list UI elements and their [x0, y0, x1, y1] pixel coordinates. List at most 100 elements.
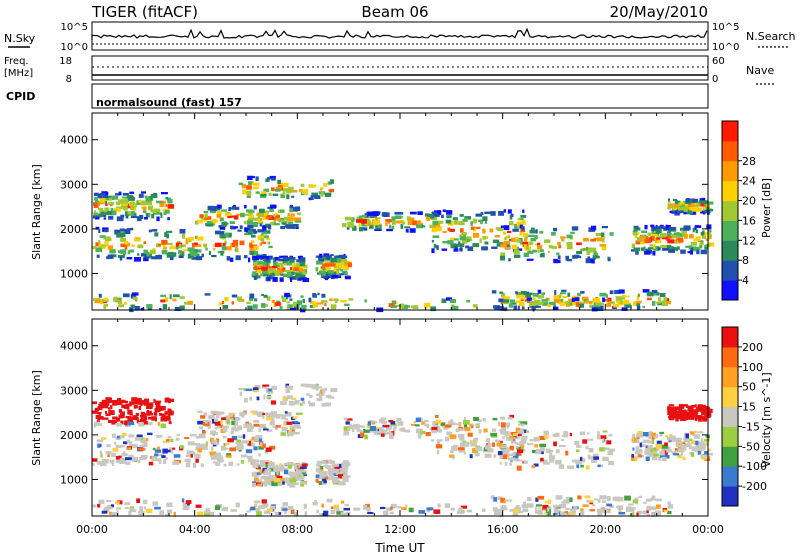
heatmap-cell — [683, 445, 687, 451]
heatmap-cell — [541, 299, 549, 302]
heatmap-cell — [587, 454, 591, 460]
heatmap-cell — [516, 294, 523, 299]
y-tick-label: 3000 — [60, 384, 88, 397]
heatmap-cell — [514, 254, 518, 258]
heatmap-cell — [190, 454, 193, 458]
heatmap-cell — [558, 294, 562, 299]
heatmap-cell — [197, 448, 203, 453]
heatmap-cell — [325, 256, 332, 261]
heatmap-cell — [703, 442, 709, 447]
heatmap-cell — [442, 241, 448, 244]
heatmap-cell — [99, 235, 106, 238]
heatmap-cell — [424, 422, 427, 427]
heatmap-cell — [202, 422, 210, 426]
heatmap-cell — [424, 419, 429, 422]
heatmap-cell — [144, 195, 148, 199]
heatmap-cell — [498, 243, 501, 246]
heatmap-cell — [271, 400, 276, 405]
heatmap-cell — [518, 420, 521, 423]
heatmap-cell — [516, 221, 523, 226]
heatmap-cell — [294, 399, 300, 405]
heatmap-cell — [601, 246, 607, 251]
heatmap-cell — [651, 512, 655, 517]
heatmap-cell — [521, 306, 525, 310]
heatmap-cell — [266, 463, 273, 468]
heatmap-cell — [453, 248, 459, 252]
nsky-label: N.Sky — [4, 32, 36, 45]
heatmap-cell — [144, 217, 148, 220]
heatmap-cell — [358, 425, 365, 428]
heatmap-cell — [530, 227, 535, 230]
heatmap-cell — [306, 189, 309, 194]
heatmap-cell — [707, 235, 711, 239]
heatmap-cell — [272, 277, 278, 282]
heatmap-cell — [308, 402, 315, 407]
heatmap-cell — [93, 197, 98, 201]
heatmap-cell — [593, 298, 600, 303]
heatmap-cell — [159, 510, 164, 515]
heatmap-cell — [255, 176, 259, 182]
heatmap-cell — [458, 221, 465, 226]
heatmap-cell — [684, 206, 688, 210]
heatmap-cell — [130, 417, 134, 422]
heatmap-cell — [151, 416, 157, 421]
heatmap-cell — [260, 443, 266, 448]
heatmap-cell — [431, 439, 435, 442]
colorbar-segment — [722, 220, 738, 241]
heatmap-cell — [522, 501, 527, 506]
heatmap-cell — [247, 220, 253, 225]
heatmap-cell — [636, 295, 640, 300]
heatmap-cell — [473, 226, 476, 232]
heatmap-cell — [242, 434, 246, 439]
heatmap-cell — [96, 254, 100, 258]
x-tick-label: 04:00 — [179, 523, 211, 536]
heatmap-cell — [451, 220, 454, 224]
heatmap-cell — [504, 445, 507, 449]
heatmap-cell — [150, 209, 156, 213]
heatmap-cell — [120, 243, 126, 248]
heatmap-cell — [124, 246, 128, 250]
heatmap-cell — [503, 240, 511, 244]
heatmap-cell — [257, 215, 261, 221]
heatmap-cell — [635, 456, 643, 459]
heatmap-cell — [120, 237, 127, 243]
heatmap-cell — [537, 242, 541, 245]
heatmap-cell — [258, 453, 261, 457]
heatmap-cell — [125, 457, 132, 461]
heatmap-cell — [352, 226, 357, 231]
heatmap-cell — [703, 206, 706, 211]
heatmap-cell — [432, 235, 440, 238]
y-tick-label: 4000 — [60, 340, 88, 353]
heatmap-cell — [541, 292, 546, 295]
heatmap-cell — [289, 480, 293, 485]
count-tick-high-right: 10^5 — [712, 22, 739, 33]
heatmap-cell — [361, 222, 368, 227]
heatmap-cell — [604, 447, 610, 450]
heatmap-cell — [159, 212, 163, 216]
heatmap-cell — [694, 416, 698, 421]
heatmap-cell — [226, 256, 231, 261]
heatmap-cell — [573, 511, 576, 516]
heatmap-cell — [668, 404, 675, 407]
heatmap-cell — [399, 212, 404, 215]
heatmap-cell — [216, 207, 221, 211]
heatmap-cell — [92, 215, 96, 219]
heatmap-cell — [492, 442, 495, 447]
heatmap-cell — [271, 272, 275, 277]
heatmap-cell — [248, 425, 254, 429]
heatmap-cell — [344, 475, 351, 478]
heatmap-cell — [248, 211, 254, 215]
heatmap-cell — [560, 298, 563, 304]
heatmap-cell — [166, 230, 173, 233]
heatmap-cell — [321, 388, 326, 393]
heatmap-cell — [195, 504, 202, 508]
heatmap-cell — [521, 423, 524, 427]
heatmap-cell — [410, 217, 415, 222]
heatmap-cell — [574, 254, 580, 258]
heatmap-cell — [504, 246, 511, 249]
heatmap-cell — [553, 227, 558, 232]
heatmap-cell — [515, 300, 521, 303]
heatmap-cell — [247, 217, 255, 221]
velocity-colorbar-label: Velocity [m s^-1] — [760, 372, 773, 467]
heatmap-cell — [115, 507, 121, 510]
